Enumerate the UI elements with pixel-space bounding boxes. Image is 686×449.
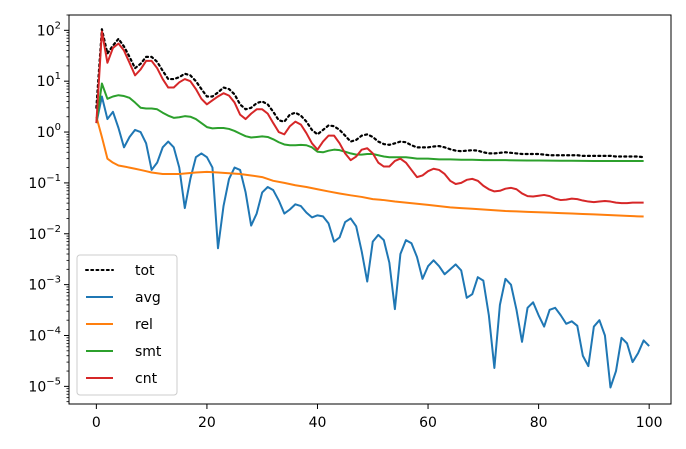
plot-frame bbox=[68, 14, 672, 405]
x-tick-label: 40 bbox=[309, 415, 327, 431]
y-tick-label: 10−4 bbox=[28, 325, 61, 344]
legend-label-avg: avg bbox=[135, 290, 161, 306]
legend-label-tot: tot bbox=[135, 263, 155, 279]
series-line-smt bbox=[95, 82, 644, 162]
y-tick-label: 100 bbox=[37, 122, 61, 141]
y-tick-label: 10−2 bbox=[28, 224, 61, 243]
legend-label-cnt: cnt bbox=[135, 371, 158, 387]
legend-label-smt: smt bbox=[135, 344, 162, 360]
x-tick-label: 60 bbox=[419, 415, 437, 431]
y-tick-label: 10−1 bbox=[28, 173, 61, 192]
series-line-cnt bbox=[95, 30, 644, 205]
legend-box bbox=[76, 254, 178, 396]
x-axis: 0 20 40 60 80 100 bbox=[92, 404, 663, 431]
y-axis: 10−5 10−4 10−3 10−2 10−1 100 101 102 bbox=[28, 14, 69, 403]
x-tick-label: 0 bbox=[92, 415, 101, 431]
series-line-rel bbox=[95, 116, 644, 218]
legend-label-rel: rel bbox=[135, 317, 153, 333]
series-line-tot bbox=[95, 28, 645, 159]
x-tick-label: 20 bbox=[198, 415, 216, 431]
y-tick-label: 102 bbox=[37, 20, 61, 39]
series-line-avg bbox=[95, 95, 650, 389]
series-layer bbox=[95, 28, 650, 389]
y-tick-label: 10−5 bbox=[28, 376, 61, 395]
y-tick-label: 101 bbox=[37, 71, 61, 90]
y-tick-label: 10−3 bbox=[28, 275, 61, 294]
x-tick-label: 80 bbox=[530, 415, 548, 431]
legend: tot avg rel smt cnt bbox=[76, 254, 178, 396]
x-tick-label: 100 bbox=[636, 415, 663, 431]
